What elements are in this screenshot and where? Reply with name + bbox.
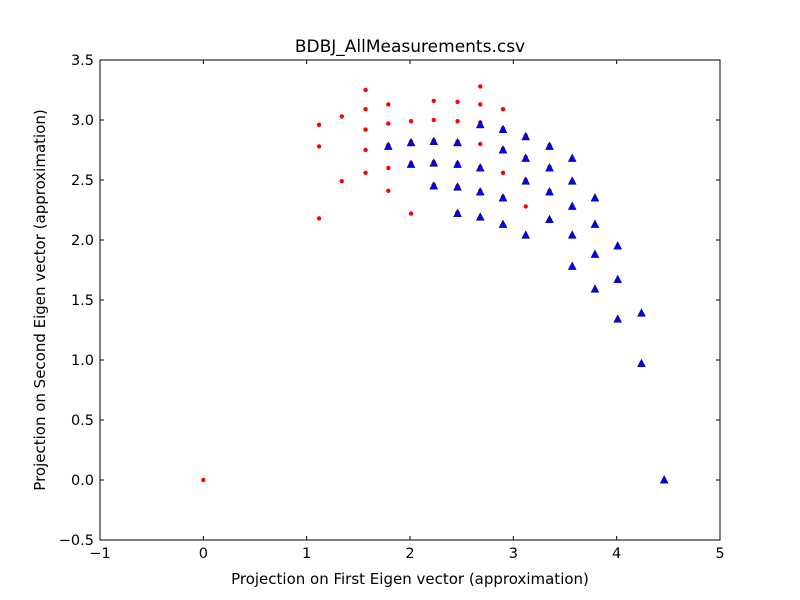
circle-point [408, 119, 414, 124]
y-tick-label: −0.5 [59, 533, 94, 549]
circle-point [201, 477, 206, 483]
x-tick-label: 3 [509, 546, 518, 562]
triangle-point [567, 201, 577, 210]
triangle-point [429, 136, 439, 146]
y-tick-label: 3.0 [71, 113, 94, 129]
triangle-point [498, 219, 508, 228]
triangle-point [590, 249, 600, 258]
circle-point [455, 99, 460, 105]
circle-point [431, 117, 436, 123]
triangle-point [613, 274, 623, 283]
triangle-point [567, 153, 577, 162]
axis-ticks: −1 0 1 2 3 4 5 −0.5 0.0 0.5 1.0 1.5 2.0 2.5 3.0 3.5 [59, 53, 725, 562]
triangle-point [453, 159, 462, 168]
circle-point [455, 119, 460, 124]
circle-point [478, 141, 483, 147]
y-tick-label: 2.0 [71, 233, 94, 249]
x-tick-label: 4 [612, 546, 621, 562]
x-tick-label: −1 [89, 546, 110, 562]
circle-point [478, 84, 483, 89]
y-tick-label: 1.5 [71, 293, 94, 309]
circle-point [363, 147, 368, 153]
circle-point [363, 127, 368, 132]
y-tick-label: 0.5 [71, 413, 94, 429]
circle-point [339, 114, 344, 119]
triangle-point [590, 193, 600, 202]
triangle-point [637, 308, 646, 317]
circle-point [363, 107, 368, 112]
triangle-point [545, 141, 554, 150]
triangle-point [521, 176, 531, 185]
circle-point [386, 102, 391, 107]
triangle-point [590, 284, 600, 293]
triangle-point [613, 241, 623, 250]
x-tick-label: 0 [199, 546, 208, 562]
circle-point [500, 170, 506, 175]
triangle-point [498, 145, 508, 154]
circle-point [386, 165, 391, 171]
triangle-point [567, 230, 577, 239]
circle-point [316, 144, 322, 149]
circle-point [500, 107, 506, 112]
circle-point [408, 211, 414, 216]
y-tick-label: 3.5 [71, 53, 94, 69]
triangle-point [383, 141, 393, 150]
y-axis-label: Projection on Second Eigen vector (appro… [31, 109, 49, 490]
circle-point [386, 121, 391, 126]
triangle-point [659, 475, 669, 484]
triangle-point [498, 124, 508, 134]
triangle-point [567, 261, 577, 270]
x-tick-label: 2 [405, 546, 414, 562]
triangle-point [406, 137, 416, 147]
circle-point [363, 87, 368, 93]
circle-point [523, 204, 528, 209]
circle-point [386, 188, 391, 193]
y-tick-label: 1.0 [71, 353, 94, 369]
triangle-point [613, 314, 623, 323]
circle-point [316, 122, 322, 128]
triangle-point [637, 358, 646, 367]
circle-point [478, 102, 483, 107]
y-tick-label: 0.0 [71, 473, 94, 489]
circle-point [339, 179, 344, 184]
circle-point [431, 98, 436, 104]
triangle-point [475, 212, 485, 221]
triangle-point [429, 158, 439, 167]
triangle-point [545, 187, 554, 196]
triangle-point [590, 219, 600, 228]
triangle-point [521, 131, 531, 141]
y-tick-label: 2.5 [71, 173, 94, 189]
chart-title: BDBJ_AllMeasurements.csv [295, 37, 525, 57]
circle-point [363, 170, 368, 175]
triangle-point [545, 163, 554, 172]
triangle-point [567, 176, 577, 185]
triangle-point [521, 153, 531, 162]
triangle-point [429, 181, 439, 190]
x-tick-label: 5 [715, 546, 724, 562]
triangle-point [545, 214, 554, 224]
triangle-point [475, 187, 485, 196]
triangle-point [453, 137, 462, 147]
x-tick-label: 1 [302, 546, 311, 562]
x-axis-label: Projection on First Eigen vector (approx… [231, 570, 589, 588]
triangle-point [475, 163, 485, 172]
triangle-point [498, 193, 508, 202]
triangle-point [521, 230, 531, 239]
data-marks [201, 84, 669, 484]
triangle-point [453, 208, 462, 218]
triangle-point [406, 159, 416, 168]
triangle-point [453, 182, 462, 191]
circle-point [316, 216, 322, 221]
triangle-point [475, 119, 485, 129]
